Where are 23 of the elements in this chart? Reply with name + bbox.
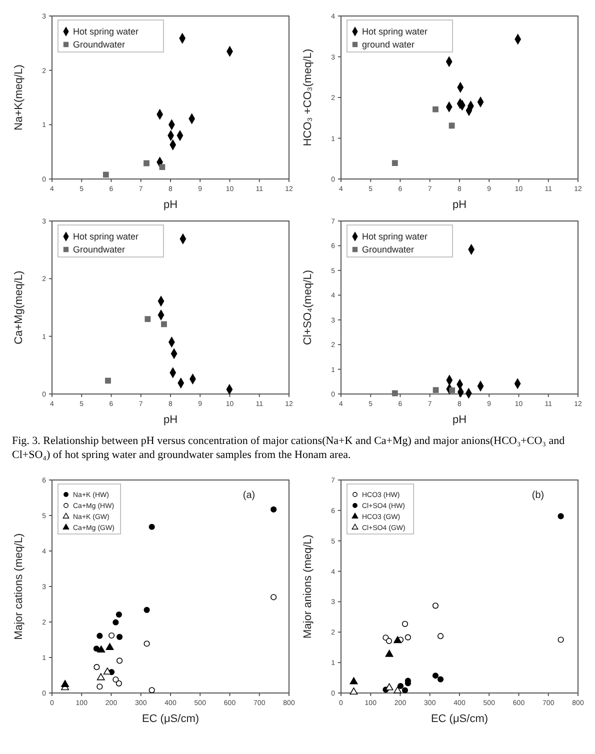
legend-label: Groundwater — [73, 40, 126, 50]
y-axis-title: Cl+SO₄(meq/L) — [302, 270, 314, 346]
annotation: (a) — [242, 490, 256, 501]
legend-label: Groundwater — [73, 244, 126, 255]
legend-label: ground water — [362, 40, 415, 50]
x-axis-title: EC (μS/cm) — [142, 713, 200, 725]
x-axis-title: pH — [452, 414, 467, 426]
y-axis-title: Major cations (meq/L) — [13, 533, 25, 640]
legend-label: Hot spring water — [362, 232, 428, 242]
y-axis-title: Ca+Mg(meq/L) — [13, 270, 25, 344]
x-axis-title: pH — [163, 199, 178, 211]
legend-label: Groundwater — [362, 244, 414, 255]
y-axis-title: Na+K(meq/L) — [13, 64, 25, 130]
legend-label: Hot spring water — [73, 232, 139, 242]
y-axis-title: HCO₃ +CO₃(meq/L) — [302, 48, 314, 146]
x-axis-title: pH — [452, 199, 467, 211]
x-axis-title: EC (μS/cm) — [430, 713, 488, 725]
y-axis-title: Major anions (meq/L) — [302, 534, 314, 638]
legend-label: Hot spring water — [73, 26, 139, 37]
legend-label: Hot spring water — [362, 26, 428, 37]
x-axis-title: pH — [163, 414, 178, 426]
caption: Fig. 3. Relationship between pH versus concentration of major cations(Na+K and Ca+Mg) and major anions(HCO₃+CO₃ and Cl+SO₄) of hot spring water and groundwater samples from the Honam area. — [11, 434, 566, 463]
annotation: (b) — [532, 490, 544, 501]
